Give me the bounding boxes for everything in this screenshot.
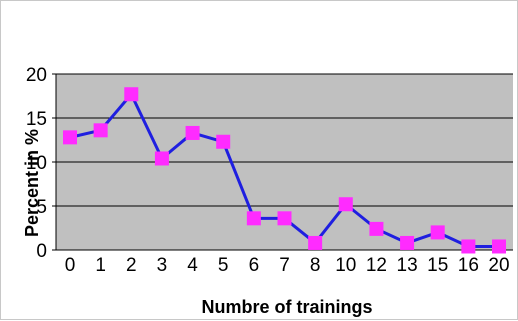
x-tick-label: 5 bbox=[218, 255, 229, 276]
y-tick-label: 20 bbox=[26, 65, 47, 86]
data-point-marker bbox=[492, 239, 506, 254]
y-tick-label: 0 bbox=[36, 241, 47, 262]
data-point-marker bbox=[277, 211, 292, 226]
data-point-marker bbox=[93, 123, 108, 138]
x-tick-label: 1 bbox=[95, 255, 106, 276]
x-tick-label: 8 bbox=[310, 255, 321, 276]
x-tick-label: 20 bbox=[488, 255, 509, 276]
data-point-marker bbox=[246, 211, 261, 226]
y-axis-title: Percent in % bbox=[22, 129, 42, 237]
data-point-marker bbox=[461, 239, 476, 254]
x-axis-tick-labels: 0 1 2 3 4 5 6 7 8 10 12 13 15 16 20 bbox=[65, 255, 510, 276]
x-tick-label: 12 bbox=[366, 255, 387, 276]
y-tick-label: 15 bbox=[26, 109, 47, 130]
data-point-marker bbox=[124, 87, 139, 102]
gridlines bbox=[52, 73, 513, 251]
x-tick-label: 13 bbox=[397, 255, 418, 276]
data-point-marker bbox=[369, 221, 384, 236]
x-tick-label: 15 bbox=[427, 255, 448, 276]
data-point-marker bbox=[63, 130, 77, 145]
data-point-marker bbox=[308, 235, 323, 250]
y-tick-label: 5 bbox=[36, 197, 47, 218]
x-tick-label: 10 bbox=[335, 255, 356, 276]
y-axis-tick-labels: 0 5 10 15 20 bbox=[26, 65, 47, 262]
data-point-marker bbox=[216, 134, 231, 149]
x-tick-label: 6 bbox=[249, 255, 260, 276]
x-tick-label: 16 bbox=[458, 255, 479, 276]
data-point-marker bbox=[185, 125, 200, 140]
data-point-marker bbox=[154, 151, 169, 166]
y-tick-label: 10 bbox=[26, 153, 47, 174]
data-point-marker bbox=[400, 235, 415, 250]
x-tick-label: 2 bbox=[126, 255, 137, 276]
data-series bbox=[63, 87, 506, 254]
x-tick-label: 3 bbox=[157, 255, 168, 276]
data-point-marker bbox=[430, 225, 445, 240]
x-axis-title: Numbre of trainings bbox=[201, 297, 372, 317]
x-tick-label: 4 bbox=[187, 255, 198, 276]
x-tick-label: 0 bbox=[65, 255, 76, 276]
data-point-marker bbox=[338, 197, 353, 212]
x-tick-label: 7 bbox=[279, 255, 290, 276]
